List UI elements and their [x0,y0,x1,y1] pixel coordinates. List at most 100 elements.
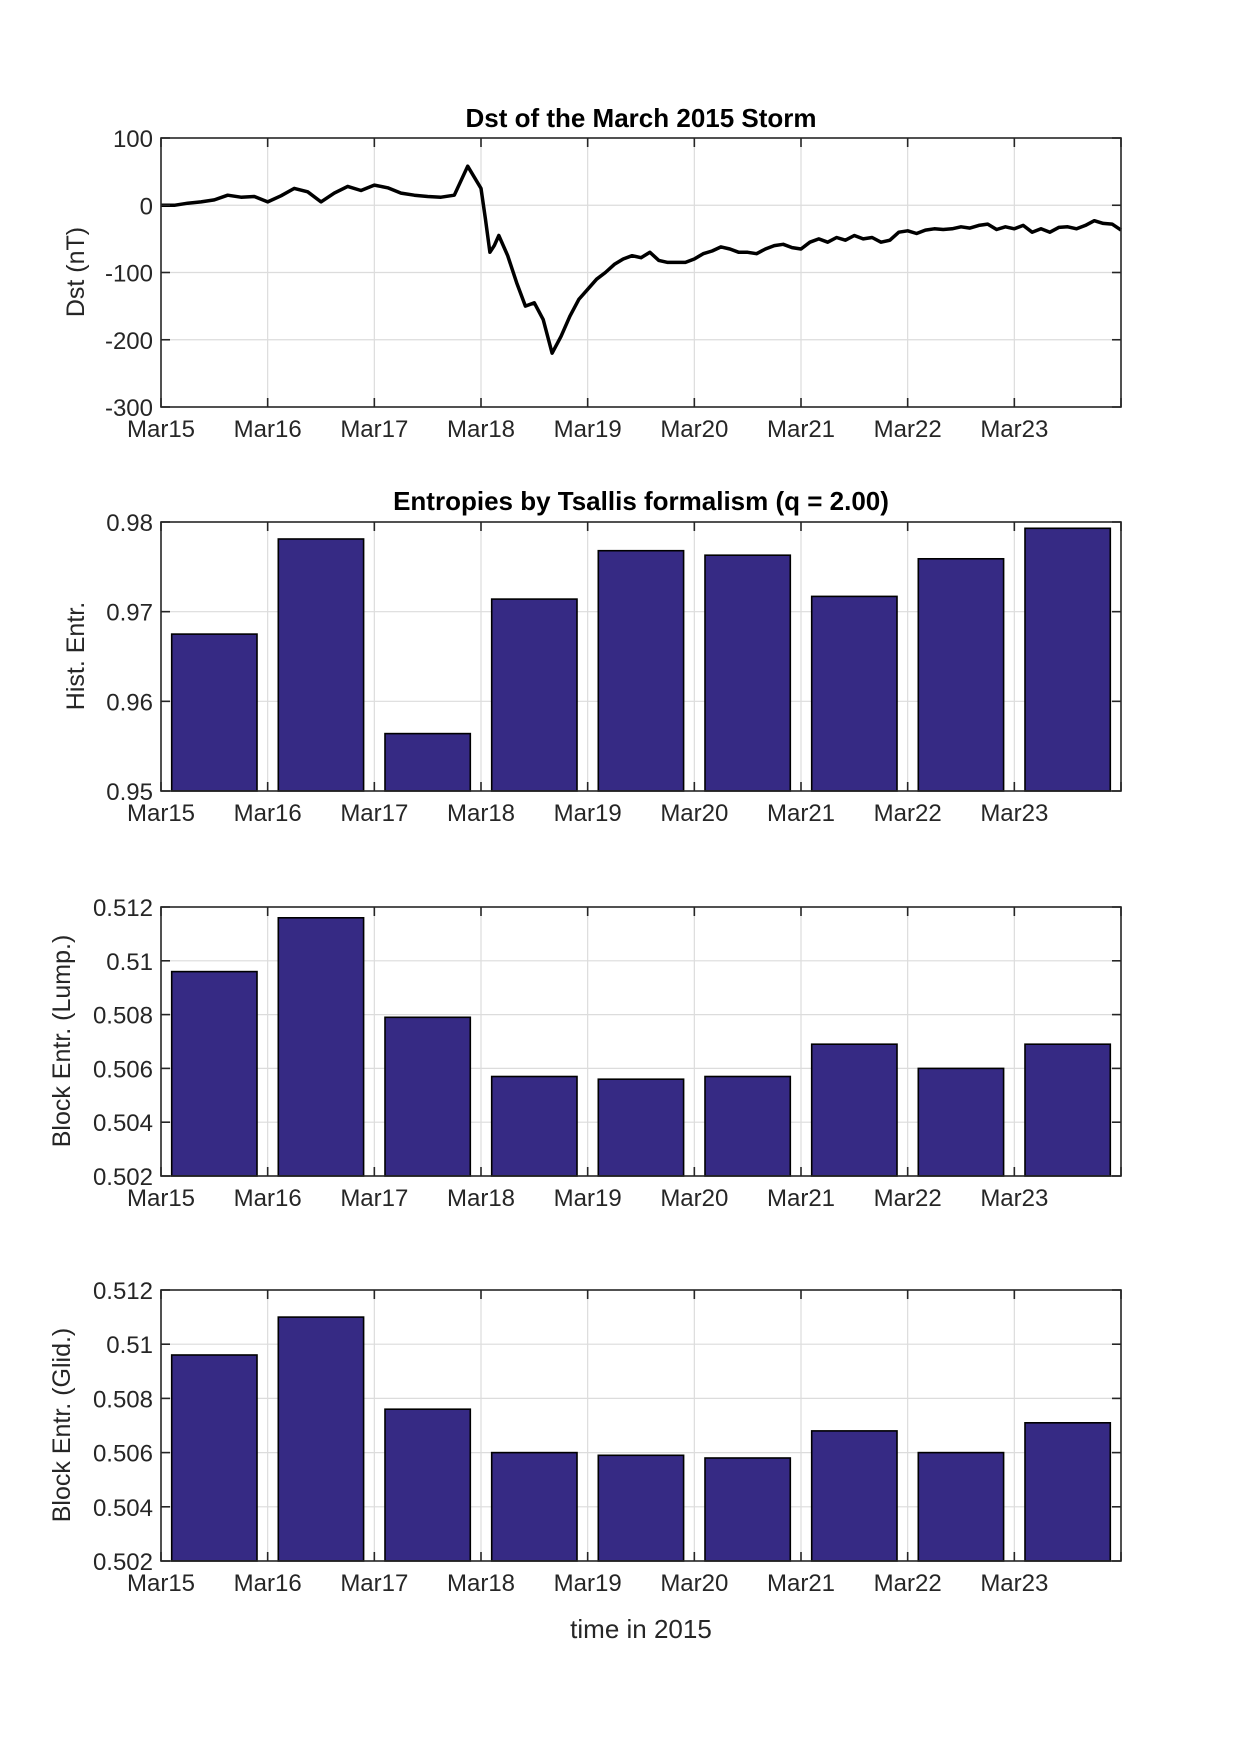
bar-mar19 [597,1078,685,1177]
lump-block-entropy-panel: Block Entr. (Lump.) Mar15 Mar16 Mar17 Mar18… [48,895,1122,1212]
y-tick-label: 0.96 [106,689,153,716]
x-tick-label: Mar21 [767,800,835,827]
bar-mar20 [704,1075,792,1177]
y-tick-label: 0.98 [106,510,153,537]
bar-mar22 [917,557,1005,792]
x-tick-label: Mar18 [447,1185,515,1212]
hist-entropy-y-axis-label: Hist. Entr. [62,602,90,710]
x-tick-label: Mar18 [447,800,515,827]
x-tick-label: Mar22 [874,1185,942,1212]
dst-series-line [161,164,1122,355]
y-tick-label: 0.508 [93,1003,153,1030]
y-tick-label: 0.51 [106,1332,153,1359]
axes-group [161,138,1121,407]
bar-mar18 [490,598,578,792]
y-tick-label: -300 [105,395,153,422]
x-tick-label: Mar23 [980,800,1048,827]
dst-y-axis-label: Dst (nT) [62,227,90,317]
x-tick-label: Mar16 [234,1185,302,1212]
x-tick-label: Mar17 [340,800,408,827]
x-tick-label: Mar20 [660,416,728,443]
bar-mar22 [917,1451,1005,1562]
x-tick-label: Mar16 [234,1570,302,1597]
bar-mar23 [1024,527,1112,792]
x-tick-label: Mar19 [554,1185,622,1212]
x-tick-label: Mar22 [874,416,942,443]
y-tick-label: 0.506 [93,1056,153,1083]
y-tick-label: 0.508 [93,1386,153,1413]
y-tick-label: 100 [113,126,153,153]
axes-box [160,521,1122,792]
glid-block-entropy-y-axis-label: Block Entr. (Glid.) [48,1328,76,1523]
bar-mar17 [384,1408,472,1562]
x-tick-label: Mar21 [767,416,835,443]
bar-mar16 [277,1316,365,1562]
bar-mar17 [384,732,472,792]
bar-mar19 [597,1454,685,1562]
y-tick-label: 0.502 [93,1164,153,1191]
x-tick-label: Mar19 [554,416,622,443]
x-tick-label: Mar23 [980,1570,1048,1597]
bar-mar21 [810,595,898,792]
x-tick-label: Mar19 [554,800,622,827]
glid-block-entropy-panel: Block Entr. (Glid.) time in 2015 Mar15 Ma… [48,1278,1122,1644]
x-tick-label: Mar22 [874,1570,942,1597]
x-tick-label: Mar18 [447,1570,515,1597]
x-tick-label: Mar17 [340,1185,408,1212]
x-tick-label: Mar17 [340,416,408,443]
axes-box [160,906,1122,1177]
bar-mar21 [810,1043,898,1177]
hist-entropy-panel: Entropies by Tsallis formalism (q = 2.00… [62,486,1122,827]
x-tick-label: Mar23 [980,416,1048,443]
x-tick-label: Mar16 [234,416,302,443]
x-tick-label: Mar20 [660,800,728,827]
y-tick-label: -100 [105,261,153,288]
y-tick-label: 0.506 [93,1441,153,1468]
bar-mar18 [490,1075,578,1177]
bar-mar15 [170,633,258,792]
axes-box [160,1289,1122,1562]
y-tick-label: -200 [105,328,153,355]
x-tick-label: Mar17 [340,1570,408,1597]
dst-line-panel: Dst of the March 2015 Storm Dst (nT) Mar… [62,103,1122,443]
x-tick-label: Mar21 [767,1570,835,1597]
y-tick-label: 0.502 [93,1549,153,1576]
bar-mar17 [384,1016,472,1177]
y-tick-label: 0.512 [93,895,153,922]
x-tick-label: Mar20 [660,1185,728,1212]
y-tick-label: 0.51 [106,949,153,976]
bar-mar23 [1024,1422,1112,1562]
x-tick-label: Mar15 [127,1570,195,1597]
bar-mar15 [170,970,258,1177]
bar-mar23 [1024,1043,1112,1177]
x-tick-label: Mar19 [554,1570,622,1597]
bar-mar16 [277,916,365,1177]
bar-mar15 [170,1354,258,1562]
entropy-chart-title: Entropies by Tsallis formalism (q = 2.00… [393,486,889,516]
x-tick-label: Mar21 [767,1185,835,1212]
bar-mar20 [704,1457,792,1562]
time-x-axis-label: time in 2015 [570,1614,712,1644]
bar-mar22 [917,1067,1005,1177]
bar-mar19 [597,549,685,792]
y-tick-label: 0 [140,193,153,220]
x-tick-label: Mar16 [234,800,302,827]
x-tick-label: Mar15 [127,800,195,827]
lump-block-entropy-y-axis-label: Block Entr. (Lump.) [48,935,76,1148]
y-tick-label: 0.97 [106,600,153,627]
bar-mar18 [490,1451,578,1562]
x-tick-label: Mar20 [660,1570,728,1597]
bar-mar16 [277,538,365,792]
bar-mar21 [810,1430,898,1562]
x-tick-label: Mar15 [127,1185,195,1212]
x-tick-label: Mar22 [874,800,942,827]
bar-mar20 [704,554,792,792]
x-tick-label: Mar18 [447,416,515,443]
x-tick-label: Mar23 [980,1185,1048,1212]
y-tick-label: 0.512 [93,1278,153,1305]
dst-chart-title: Dst of the March 2015 Storm [465,103,816,133]
y-tick-label: 0.95 [106,779,153,806]
x-tick-label: Mar15 [127,416,195,443]
y-tick-label: 0.504 [93,1495,153,1522]
